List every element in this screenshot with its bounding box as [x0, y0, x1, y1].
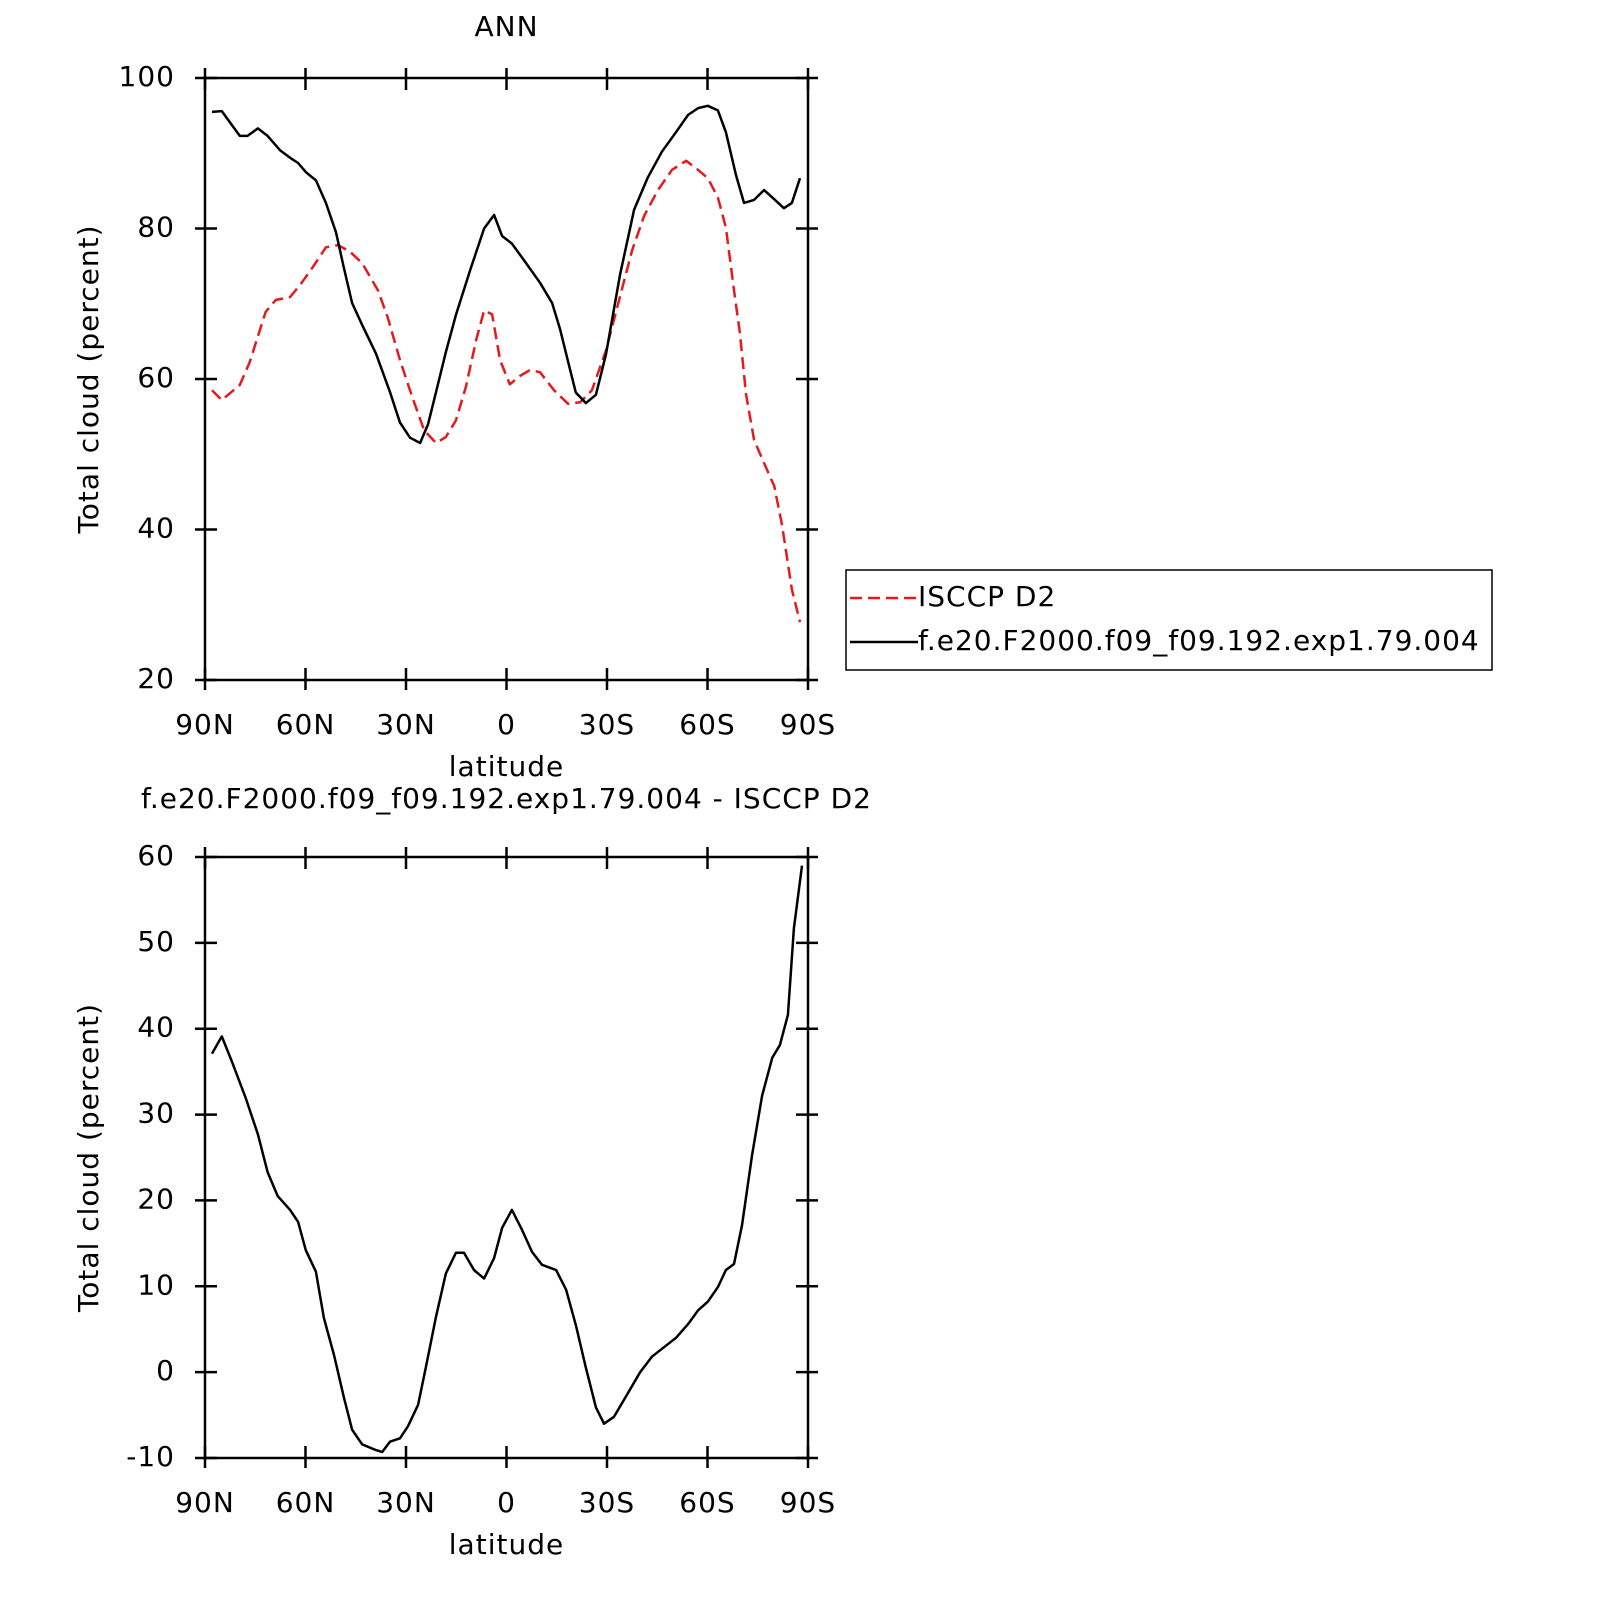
y-tick-label: 30 — [137, 1097, 175, 1130]
y-tick-label: -10 — [126, 1440, 175, 1473]
y-tick-label: 60 — [137, 361, 175, 394]
x-tick-label: 60S — [679, 1486, 735, 1519]
chart-title: ANN — [474, 10, 538, 43]
x-tick-label: 30N — [376, 1486, 436, 1519]
x-axis-label: latitude — [449, 1528, 564, 1561]
data-line — [211, 104, 802, 445]
legend-label: ISCCP D2 — [918, 580, 1056, 613]
x-tick-label: 60N — [276, 1486, 336, 1519]
y-tick-label: 20 — [137, 1182, 175, 1215]
x-tick-label: 60S — [679, 708, 735, 741]
x-axis-label: latitude — [449, 750, 564, 783]
y-tick-label: 60 — [137, 839, 175, 872]
chart-title: f.e20.F2000.f09_f09.192.exp1.79.004 - IS… — [141, 782, 872, 815]
x-tick-label: 30S — [579, 708, 635, 741]
y-tick-label: 50 — [137, 925, 175, 958]
y-axis-label: Total cloud (percent) — [72, 224, 105, 534]
y-tick-label: 10 — [137, 1268, 175, 1301]
plot-frame — [203, 76, 810, 682]
x-tick-label: 90N — [175, 708, 235, 741]
y-tick-label: 40 — [137, 512, 175, 545]
y-tick-label: 100 — [119, 60, 175, 93]
data-line — [211, 159, 802, 623]
y-tick-label: 0 — [156, 1354, 175, 1387]
x-tick-label: 60N — [276, 708, 336, 741]
x-tick-label: 90S — [780, 708, 836, 741]
x-tick-label: 90N — [175, 1486, 235, 1519]
legend-label: f.e20.F2000.f09_f09.192.exp1.79.004 — [918, 624, 1480, 657]
data-line — [210, 865, 804, 1454]
x-tick-label: 0 — [497, 708, 516, 741]
y-tick-label: 40 — [137, 1011, 175, 1044]
plot-frame — [203, 855, 810, 1460]
y-tick-label: 20 — [137, 662, 175, 695]
x-tick-label: 30N — [376, 708, 436, 741]
x-tick-label: 30S — [579, 1486, 635, 1519]
x-tick-label: 90S — [780, 1486, 836, 1519]
y-axis-label: Total cloud (percent) — [72, 1003, 105, 1313]
x-tick-label: 0 — [497, 1486, 516, 1519]
y-tick-label: 80 — [137, 211, 175, 244]
legend-box — [845, 569, 1493, 671]
